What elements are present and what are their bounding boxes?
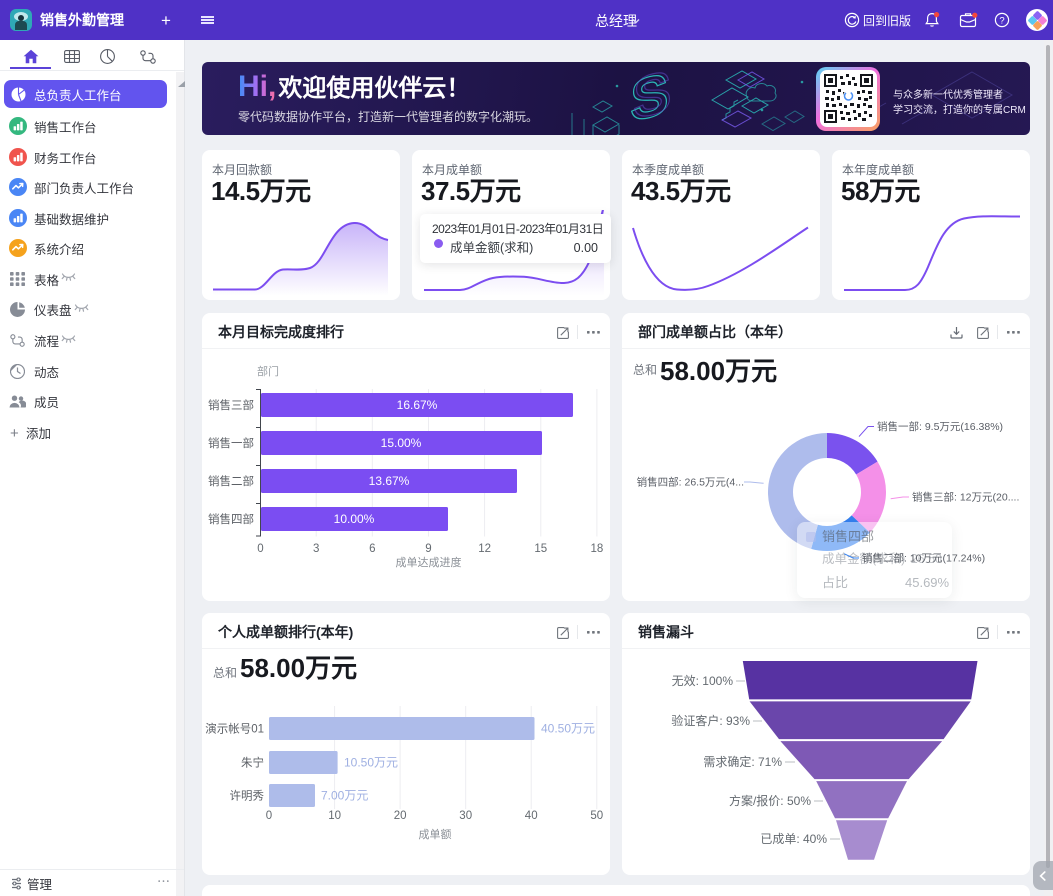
svg-text:已成单: 40%: 已成单: 40%: [760, 830, 827, 847]
svg-text:10.00%: 10.00%: [334, 510, 375, 527]
svg-text:3: 3: [313, 540, 319, 556]
svg-text:销售二部: 销售二部: [208, 473, 254, 489]
svg-text:7.00万元: 7.00万元: [321, 787, 368, 804]
svg-text:销售二部: 10万元(17.24%): 销售二部: 10万元(17.24%): [862, 551, 985, 566]
svg-text:S: S: [630, 62, 669, 135]
svg-text:9: 9: [425, 540, 431, 556]
svg-text:S: S: [633, 62, 672, 132]
svg-text:需求确定: 71%: 需求确定: 71%: [703, 753, 782, 770]
svg-text:16.67%: 16.67%: [397, 396, 438, 413]
svg-text:40: 40: [525, 807, 538, 823]
svg-text:演示帐号01: 演示帐号01: [205, 721, 264, 737]
svg-text:0: 0: [266, 807, 272, 823]
svg-text:方案/报价: 50%: 方案/报价: 50%: [729, 792, 811, 809]
svg-text:?: ?: [999, 15, 1004, 26]
svg-text:成单达成进度: 成单达成进度: [396, 554, 462, 570]
svg-text:10: 10: [328, 807, 341, 823]
svg-text:销售四部: 26.5万元(4...: 销售四部: 26.5万元(4...: [637, 475, 744, 490]
svg-text:15: 15: [534, 540, 547, 556]
svg-text:12: 12: [478, 540, 491, 556]
svg-text:部门: 部门: [257, 363, 279, 379]
svg-text:18: 18: [591, 540, 604, 556]
svg-text:销售一部: 9.5万元(16.38%): 销售一部: 9.5万元(16.38%): [877, 419, 1003, 434]
svg-text:销售三部: 12万元(20....: 销售三部: 12万元(20....: [912, 490, 1019, 505]
svg-text:10.50万元: 10.50万元: [344, 754, 398, 771]
svg-text:20: 20: [394, 807, 407, 823]
svg-text:13.67%: 13.67%: [369, 472, 410, 489]
svg-text:验证客户: 93%: 验证客户: 93%: [671, 712, 750, 729]
svg-text:许明秀: 许明秀: [230, 788, 265, 804]
svg-text:无效: 100%: 无效: 100%: [672, 672, 734, 689]
svg-text:50: 50: [590, 807, 603, 823]
svg-text:0: 0: [257, 540, 263, 556]
svg-text:30: 30: [459, 807, 472, 823]
svg-text:销售四部: 销售四部: [208, 511, 254, 527]
svg-text:15.00%: 15.00%: [381, 434, 422, 451]
svg-text:6: 6: [369, 540, 375, 556]
svg-text:成单额: 成单额: [419, 826, 452, 842]
svg-text:销售三部: 销售三部: [208, 397, 254, 413]
svg-text:朱宁: 朱宁: [241, 755, 264, 771]
svg-text:销售一部: 销售一部: [208, 435, 254, 451]
svg-text:40.50万元: 40.50万元: [541, 720, 595, 737]
